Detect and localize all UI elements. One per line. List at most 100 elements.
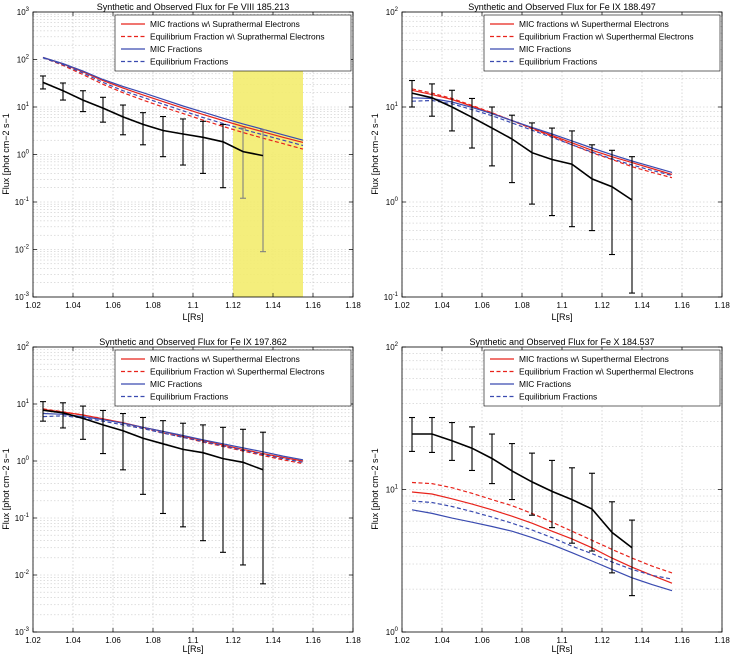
axis-ticks: 1.02 1.04 1.06 1.08 1.1 1.12 1.14 1.16 1.1810010… <box>386 342 731 645</box>
x-axis-label: L[Rs] <box>551 312 572 322</box>
x-tick-label: 1.06 <box>105 301 121 310</box>
observed-data <box>40 75 266 253</box>
x-tick-label: 1.06 <box>474 301 490 310</box>
observed-data <box>409 79 635 294</box>
chart-title: Synthetic and Observed Flux for Fe IX 18… <box>468 2 656 12</box>
series-line <box>411 97 673 173</box>
series-line <box>42 57 304 147</box>
legend-label: Equilibrium Fraction w\ Superthermal Ele… <box>519 367 694 377</box>
y-tick-exponent: -3 <box>24 627 30 633</box>
y-tick-base: 10 <box>15 628 24 637</box>
y-tick-label: 101 <box>386 102 399 112</box>
chart-title: Synthetic and Observed Flux for Fe IX 19… <box>99 337 287 347</box>
y-tick-label: 102 <box>386 7 399 17</box>
legend-label: Equilibrium Fraction w\ Superthermal Ele… <box>519 32 694 42</box>
y-tick-base: 10 <box>386 8 395 17</box>
y-tick-exponent: -2 <box>24 570 30 576</box>
x-tick-label: 1.02 <box>394 636 410 645</box>
series-line <box>411 89 673 175</box>
x-axis-label: L[Rs] <box>182 312 203 322</box>
legend-box <box>114 349 352 407</box>
series-line <box>42 408 304 465</box>
axis-ticks: 1.02 1.04 1.06 1.08 1.1 1.12 1.14 1.16 1.1810-11… <box>384 7 731 310</box>
y-tick-label: 10-1 <box>15 197 30 207</box>
y-axis-label: Flux [phot cm−2 s−1 <box>370 113 380 195</box>
observed-line <box>411 92 633 201</box>
y-tick-label: 101 <box>17 102 30 112</box>
y-tick-exponent: 2 <box>395 7 399 13</box>
y-tick-base: 10 <box>15 571 24 580</box>
y-tick-label: 101 <box>17 399 30 409</box>
y-tick-exponent: 3 <box>26 7 30 13</box>
y-tick-label: 10-3 <box>15 292 30 302</box>
y-tick-exponent: 1 <box>26 399 30 405</box>
y-tick-base: 10 <box>15 514 24 523</box>
panel-fe-ix-188: Synthetic and Observed Flux for Fe IX 18… <box>370 2 730 322</box>
series-line <box>411 481 673 574</box>
y-tick-exponent: -1 <box>24 513 30 519</box>
legend-label: Equilibrium Fractions <box>519 57 597 67</box>
series-lines <box>42 408 304 465</box>
y-tick-base: 10 <box>386 103 395 112</box>
observed-line <box>412 433 633 549</box>
x-tick-label: 1.04 <box>65 636 81 645</box>
y-axis-label: Flux [phot cm−2 s−1 <box>1 448 11 530</box>
y-tick-exponent: 1 <box>395 102 399 108</box>
y-tick-exponent: 0 <box>395 197 399 203</box>
x-tick-label: 1.02 <box>25 636 41 645</box>
y-tick-exponent: 1 <box>395 485 399 491</box>
x-tick-label: 1.08 <box>145 636 161 645</box>
y-tick-exponent: 0 <box>26 150 30 156</box>
highlight-region <box>233 59 303 297</box>
y-axis-label: Flux [phot cm−2 s−1 <box>1 113 11 195</box>
y-tick-base: 10 <box>17 103 26 112</box>
series-line <box>411 88 673 179</box>
legend-label: MIC Fractions <box>150 44 202 54</box>
y-tick-label: 100 <box>17 456 30 466</box>
series-line <box>42 415 304 463</box>
y-tick-exponent: -2 <box>24 245 30 251</box>
x-tick-label: 1.16 <box>305 636 321 645</box>
y-tick-label: 100 <box>17 150 30 160</box>
series-line <box>411 99 673 177</box>
y-axis-label: Flux [phot cm−2 s−1 <box>370 448 380 530</box>
y-tick-base: 10 <box>386 486 395 495</box>
y-tick-base: 10 <box>17 343 26 352</box>
x-tick-label: 1.18 <box>345 301 361 310</box>
y-tick-exponent: 1 <box>26 102 30 108</box>
panel-fe-ix-197: Synthetic and Observed Flux for Fe IX 19… <box>1 337 361 654</box>
y-tick-base: 10 <box>15 293 24 302</box>
x-tick-label: 1.08 <box>514 636 530 645</box>
legend-label: Equilibrium Fraction w\ Suprathermal Ele… <box>150 32 325 42</box>
x-tick-label: 1.06 <box>474 636 490 645</box>
x-tick-label: 1.12 <box>594 636 610 645</box>
x-tick-label: 1.06 <box>105 636 121 645</box>
y-tick-base: 10 <box>17 8 26 17</box>
y-tick-base: 10 <box>15 246 24 255</box>
x-tick-label: 1.12 <box>594 301 610 310</box>
legend-label: Equilibrium Fraction w\ Superthermal Ele… <box>150 367 325 377</box>
x-tick-label: 1.16 <box>305 301 321 310</box>
series-line <box>42 56 304 141</box>
legend: MIC fractions w\ Suprathermal Electrons E… <box>114 14 352 72</box>
x-tick-label: 1.1 <box>556 301 568 310</box>
axis-ticks: 1.02 1.04 1.06 1.08 1.1 1.12 1.14 1.16 1.1810-31… <box>15 7 362 310</box>
series-line <box>42 56 304 150</box>
x-tick-label: 1.04 <box>434 636 450 645</box>
legend-label: Equilibrium Fractions <box>150 392 228 402</box>
axis-ticks: 1.02 1.04 1.06 1.08 1.1 1.12 1.14 1.16 1.1810-31… <box>15 342 362 645</box>
x-tick-label: 1.1 <box>187 636 199 645</box>
y-tick-base: 10 <box>17 400 26 409</box>
series-lines <box>411 481 673 592</box>
y-tick-label: 102 <box>17 55 30 65</box>
y-tick-label: 10-1 <box>384 292 399 302</box>
series-lines <box>411 88 673 179</box>
x-tick-label: 1.1 <box>556 636 568 645</box>
series-line <box>411 509 673 592</box>
series-lines <box>42 56 304 150</box>
y-tick-label: 100 <box>386 627 399 637</box>
y-tick-exponent: -3 <box>24 292 30 298</box>
y-tick-exponent: 2 <box>26 342 30 348</box>
legend-label: MIC fractions w\ Suprathermal Electrons <box>150 19 300 29</box>
